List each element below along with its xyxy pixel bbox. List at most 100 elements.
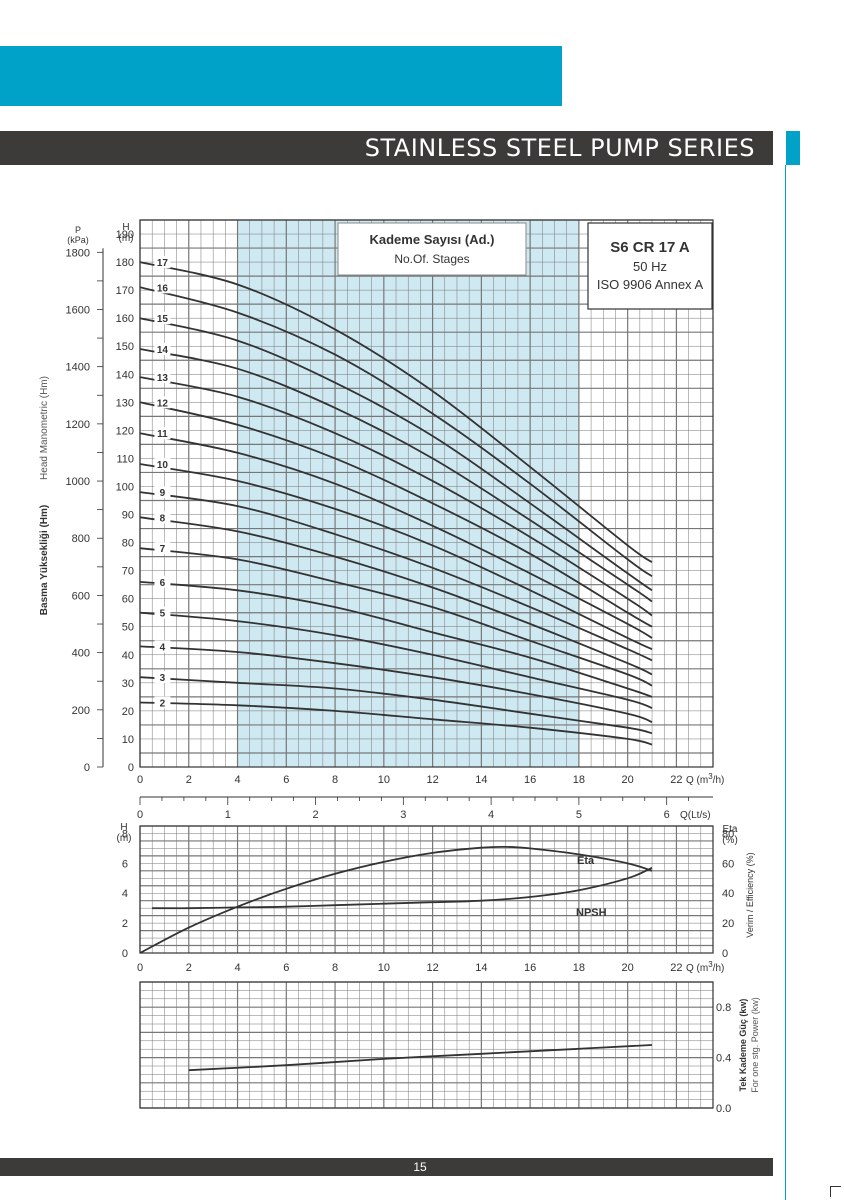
kpa-tick-label: 800 xyxy=(72,533,90,545)
q-tick-label-2: 10 xyxy=(378,962,390,974)
q-tick-label-2: 6 xyxy=(283,962,289,974)
stage-label-15: 15 xyxy=(157,314,169,325)
q-tick-label: 16 xyxy=(524,774,536,786)
stage-label-bg xyxy=(154,281,171,294)
stage-label-3: 3 xyxy=(160,673,166,684)
q-tick-label: 14 xyxy=(475,774,487,786)
h-unit-label: H xyxy=(122,222,129,233)
q-axis-label: Q (m3/h) xyxy=(686,772,724,786)
eta-tick-label: 60 xyxy=(722,858,734,870)
npsh-unit-label: (m) xyxy=(117,833,132,844)
side-line xyxy=(785,165,786,1200)
stage-label-16: 16 xyxy=(157,283,169,294)
power-tick-label: 0.4 xyxy=(716,1053,731,1065)
stage-label-13: 13 xyxy=(157,373,169,384)
kpa-tick-label: 1200 xyxy=(66,419,90,431)
stage-curve-4 xyxy=(139,645,653,723)
stage-label-bg xyxy=(154,575,171,588)
kpa-tick-label: 1800 xyxy=(66,247,90,259)
side-tab xyxy=(786,131,800,165)
stage-box-title: Kademe Sayısı (Ad.) xyxy=(370,232,495,247)
stage-label-17: 17 xyxy=(157,258,169,269)
lts-tick-label: 5 xyxy=(576,809,582,821)
info-standard: ISO 9906 Annex A xyxy=(597,277,704,292)
npsh-tick-label: 4 xyxy=(122,888,128,900)
q-tick-label-2: 22 xyxy=(670,962,682,974)
info-model: S6 CR 17 A xyxy=(610,239,690,256)
kpa-unit-label: P xyxy=(75,225,81,235)
crop-mark xyxy=(830,1186,841,1197)
q-tick-label-2: 4 xyxy=(234,962,240,974)
stage-label-bg xyxy=(154,396,171,409)
stage-label-10: 10 xyxy=(157,460,169,471)
stage-label-bg xyxy=(154,606,171,619)
q-tick-label-2: 8 xyxy=(332,962,338,974)
stage-curve-6 xyxy=(139,581,653,698)
kpa-tick-label: 400 xyxy=(72,648,90,660)
stage-curve-13 xyxy=(139,376,653,617)
q-tick-label: 22 xyxy=(670,774,682,786)
eta-unit-label: (%) xyxy=(722,835,738,846)
npsh-tick-label: 2 xyxy=(122,918,128,930)
eta-tick-label: 20 xyxy=(722,918,734,930)
q-tick-label-2: 20 xyxy=(622,962,634,974)
power-curve xyxy=(188,1044,653,1072)
stage-label-4: 4 xyxy=(160,642,166,653)
title-bar: STAINLESS STEEL PUMP SERIES xyxy=(0,131,773,165)
lts-tick-label: 1 xyxy=(225,809,231,821)
h-tick-label: 90 xyxy=(122,510,134,522)
power-label-en: For one stg. Power (kw) xyxy=(750,997,760,1093)
h-tick-label: 160 xyxy=(116,313,134,325)
kpa-tick-label: 1400 xyxy=(66,362,90,374)
head-label-en: Head Manometric (Hm) xyxy=(39,376,50,480)
h-tick-label: 30 xyxy=(122,678,134,690)
eta-grid xyxy=(139,825,714,954)
stage-curve-10 xyxy=(139,463,653,651)
power-grid xyxy=(139,981,714,1109)
header-accent-bar xyxy=(0,46,562,106)
stage-curve-15 xyxy=(139,317,653,592)
stage-label-bg xyxy=(154,312,171,325)
q-tick-label: 8 xyxy=(332,774,338,786)
q-tick-label-2: 2 xyxy=(186,962,192,974)
h-tick-label: 130 xyxy=(116,397,134,409)
stage-curve-7 xyxy=(139,547,653,687)
eta-unit-label: Eta xyxy=(722,824,737,835)
kpa-tick-label: 1600 xyxy=(66,304,90,316)
h-tick-label: 140 xyxy=(116,369,134,381)
stage-label-bg xyxy=(154,671,171,684)
stage-box-subtitle: No.Of. Stages xyxy=(394,252,469,266)
stage-label-8: 8 xyxy=(160,513,166,524)
h-tick-label: 170 xyxy=(116,285,134,297)
eta-axis-label: Verim / Efficiency (%) xyxy=(745,852,755,937)
kpa-tick-label: 200 xyxy=(72,705,90,717)
eta-curve-label: Eta xyxy=(577,855,595,867)
stage-label-6: 6 xyxy=(160,578,166,589)
q-tick-label: 2 xyxy=(186,774,192,786)
stage-label-12: 12 xyxy=(157,398,169,409)
page-number: 15 xyxy=(413,1160,427,1174)
stage-curve-5 xyxy=(139,611,653,709)
q-tick-label-2: 14 xyxy=(475,962,487,974)
power-tick-label: 0.8 xyxy=(716,1002,731,1014)
info-box xyxy=(587,222,713,310)
stage-label-bg xyxy=(154,696,171,709)
eta-tick-label: 0 xyxy=(722,948,728,960)
stage-box xyxy=(337,222,527,276)
kpa-tick-label: 1000 xyxy=(66,476,90,488)
h-tick-label: 190 xyxy=(116,229,134,241)
stage-curve-12 xyxy=(139,401,653,628)
footer-bar xyxy=(0,1158,773,1176)
stage-curve-8 xyxy=(139,516,653,676)
stage-label-7: 7 xyxy=(160,544,166,555)
kpa-tick-label: 600 xyxy=(72,590,90,602)
stage-curve-17 xyxy=(139,261,653,563)
q-tick-label: 0 xyxy=(137,774,143,786)
stage-label-bg xyxy=(154,427,171,440)
head-label-tr: Basma Yüksekliği (Hm) xyxy=(39,505,50,615)
stage-label-11: 11 xyxy=(157,429,168,440)
info-frequency: 50 Hz xyxy=(633,259,667,274)
power-tick-label: 0.0 xyxy=(716,1103,731,1115)
h-tick-label: 150 xyxy=(116,341,134,353)
